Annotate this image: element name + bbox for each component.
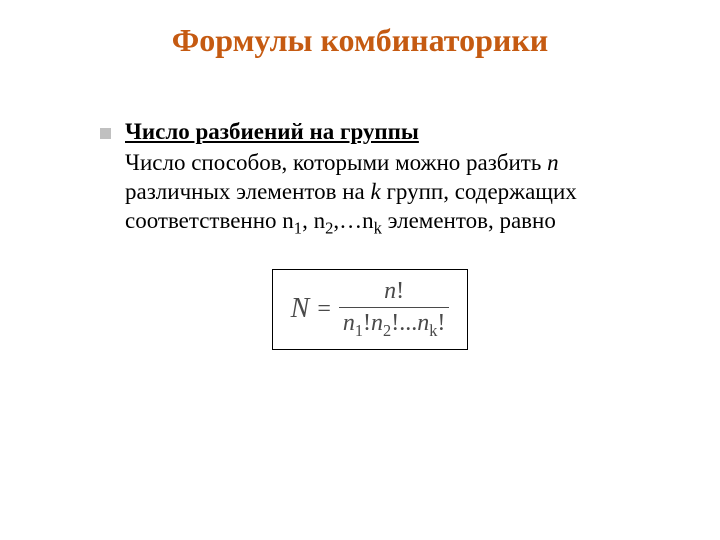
den-exk: !: [437, 310, 445, 336]
sub-1: 1: [294, 218, 302, 237]
var-k: k: [371, 179, 381, 204]
text-span: различных элементов на: [125, 179, 371, 204]
fraction: n! n1!n2!...nk!: [339, 278, 449, 341]
den-dots: ...: [399, 310, 417, 336]
text-span: соответственно n: [125, 208, 294, 233]
content-area: Число разбиений на группы Число способов…: [40, 119, 680, 350]
den-nk: n: [417, 310, 429, 336]
den-s2: 2: [383, 321, 391, 340]
den-n1: n: [343, 310, 355, 336]
denominator: n1!n2!...nk!: [339, 308, 449, 341]
formula-box: N = n! n1!n2!...nk!: [272, 269, 469, 350]
body-paragraph: Число способов, которыми можно разбить n…: [100, 149, 640, 239]
num-n: n: [384, 278, 396, 304]
sub-k: k: [374, 218, 382, 237]
text-span: групп, содержащих: [381, 179, 577, 204]
text-span: элементов, равно: [382, 208, 556, 233]
den-s1: 1: [355, 321, 363, 340]
den-n2: n: [371, 310, 383, 336]
num-excl: !: [396, 278, 404, 304]
den-ex2: !: [391, 310, 399, 336]
bullet-item: Число разбиений на группы: [100, 119, 640, 145]
square-bullet-icon: [100, 128, 111, 139]
text-span: Число способов, которыми можно разбить: [125, 150, 547, 175]
slide-title: Формулы комбинаторики: [40, 22, 680, 59]
formula-lhs: N: [291, 293, 310, 325]
slide: Формулы комбинаторики Число разбиений на…: [0, 0, 720, 540]
text-span: ,…n: [333, 208, 373, 233]
formula-container: N = n! n1!n2!...nk!: [100, 269, 640, 350]
numerator: n!: [380, 278, 408, 307]
equals-sign: =: [317, 296, 331, 323]
text-span: , n: [302, 208, 325, 233]
section-subtitle: Число разбиений на группы: [125, 119, 419, 145]
den-ex1: !: [363, 310, 371, 336]
var-n: n: [547, 150, 559, 175]
